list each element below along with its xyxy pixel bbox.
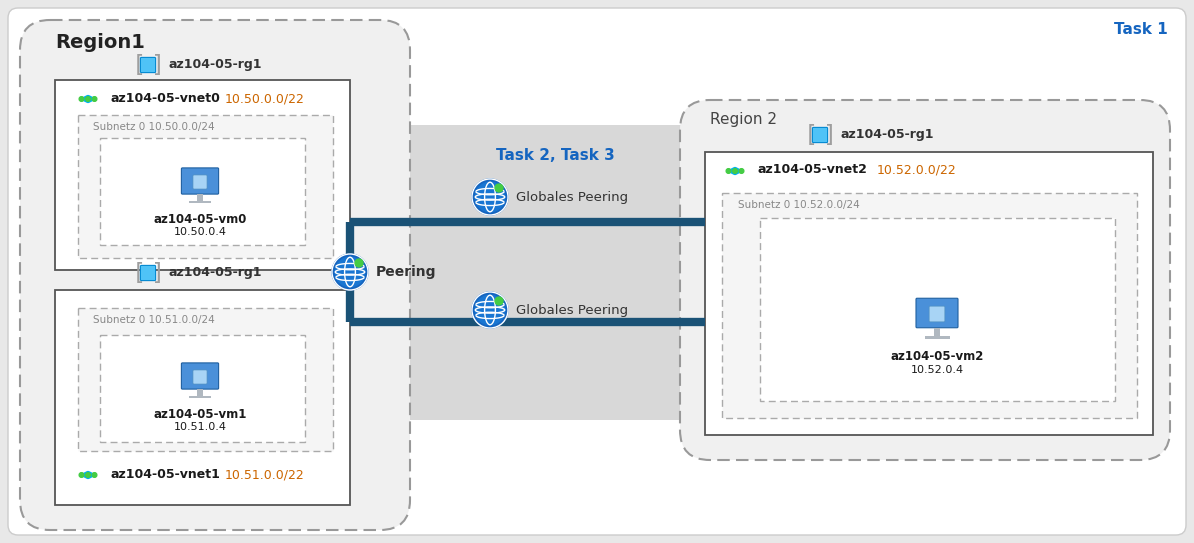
FancyBboxPatch shape	[681, 100, 1170, 460]
FancyBboxPatch shape	[20, 20, 410, 530]
Bar	[189, 396, 211, 399]
Circle shape	[472, 292, 507, 328]
Text: Region 2: Region 2	[710, 112, 777, 127]
FancyBboxPatch shape	[929, 306, 944, 322]
Bar	[924, 336, 949, 338]
Text: 10.51.0.0/22: 10.51.0.0/22	[224, 468, 304, 481]
Text: 10.50.0.0/22: 10.50.0.0/22	[224, 92, 304, 105]
FancyBboxPatch shape	[141, 266, 155, 281]
Bar	[189, 201, 211, 204]
Text: Subnetz 0 10.50.0.0/24: Subnetz 0 10.50.0.0/24	[93, 122, 215, 132]
Bar	[197, 389, 203, 397]
FancyBboxPatch shape	[916, 298, 958, 328]
Text: Task 2, Task 3: Task 2, Task 3	[496, 148, 615, 163]
Circle shape	[332, 254, 368, 290]
Circle shape	[739, 169, 744, 173]
Text: 10.52.0.4: 10.52.0.4	[911, 365, 964, 375]
Circle shape	[336, 257, 364, 287]
Circle shape	[79, 472, 84, 477]
Circle shape	[79, 97, 84, 102]
Circle shape	[472, 179, 507, 215]
Text: 10.52.0.0/22: 10.52.0.0/22	[878, 163, 956, 176]
Circle shape	[92, 97, 97, 102]
FancyBboxPatch shape	[193, 175, 207, 189]
Circle shape	[86, 97, 91, 102]
Text: [: [	[131, 54, 146, 77]
Text: ]: ]	[823, 123, 837, 147]
Text: Globales Peering: Globales Peering	[516, 304, 628, 317]
Circle shape	[475, 182, 505, 212]
Bar	[197, 194, 203, 202]
Circle shape	[86, 472, 91, 477]
Text: Task 1: Task 1	[1114, 22, 1168, 37]
Circle shape	[475, 295, 505, 325]
Circle shape	[355, 259, 363, 267]
Text: 10.50.0.4: 10.50.0.4	[173, 227, 227, 237]
FancyBboxPatch shape	[812, 128, 827, 143]
FancyBboxPatch shape	[193, 370, 207, 384]
Text: Peering: Peering	[376, 265, 437, 279]
Text: Globales Peering: Globales Peering	[516, 191, 628, 204]
Bar	[55, 80, 350, 270]
Bar	[100, 335, 304, 442]
FancyBboxPatch shape	[181, 168, 219, 194]
Text: [: [	[131, 262, 146, 285]
Text: az104-05-vnet0: az104-05-vnet0	[110, 92, 220, 105]
Text: az104-05-rg1: az104-05-rg1	[841, 128, 934, 141]
Circle shape	[733, 169, 738, 173]
FancyBboxPatch shape	[141, 58, 155, 73]
Text: az104-05-vnet1: az104-05-vnet1	[110, 468, 220, 481]
Text: 10.51.0.4: 10.51.0.4	[173, 422, 227, 432]
Bar	[722, 193, 1137, 418]
Text: Subnetz 0 10.52.0.0/24: Subnetz 0 10.52.0.0/24	[738, 200, 860, 210]
Bar	[78, 308, 333, 451]
Text: az104-05-vm0: az104-05-vm0	[153, 213, 247, 226]
Bar	[704, 152, 1153, 435]
Text: ]: ]	[150, 262, 165, 285]
Bar	[934, 328, 940, 337]
Circle shape	[726, 169, 731, 173]
Circle shape	[496, 184, 503, 192]
Text: az104-05-vm1: az104-05-vm1	[153, 408, 247, 421]
FancyBboxPatch shape	[181, 363, 219, 389]
Text: ]: ]	[150, 54, 165, 77]
Circle shape	[496, 297, 503, 305]
Bar	[315, 125, 1005, 420]
FancyBboxPatch shape	[8, 8, 1186, 535]
Text: Region1: Region1	[55, 33, 144, 52]
Text: [: [	[804, 123, 818, 147]
Bar	[78, 115, 333, 258]
Text: az104-05-vnet2: az104-05-vnet2	[757, 163, 867, 176]
Bar	[761, 218, 1115, 401]
Text: az104-05-rg1: az104-05-rg1	[168, 266, 261, 279]
Text: az104-05-rg1: az104-05-rg1	[168, 58, 261, 71]
Bar	[55, 290, 350, 505]
Text: az104-05-vm2: az104-05-vm2	[891, 350, 984, 363]
Text: Subnetz 0 10.51.0.0/24: Subnetz 0 10.51.0.0/24	[93, 315, 215, 325]
Circle shape	[92, 472, 97, 477]
Bar	[100, 138, 304, 245]
